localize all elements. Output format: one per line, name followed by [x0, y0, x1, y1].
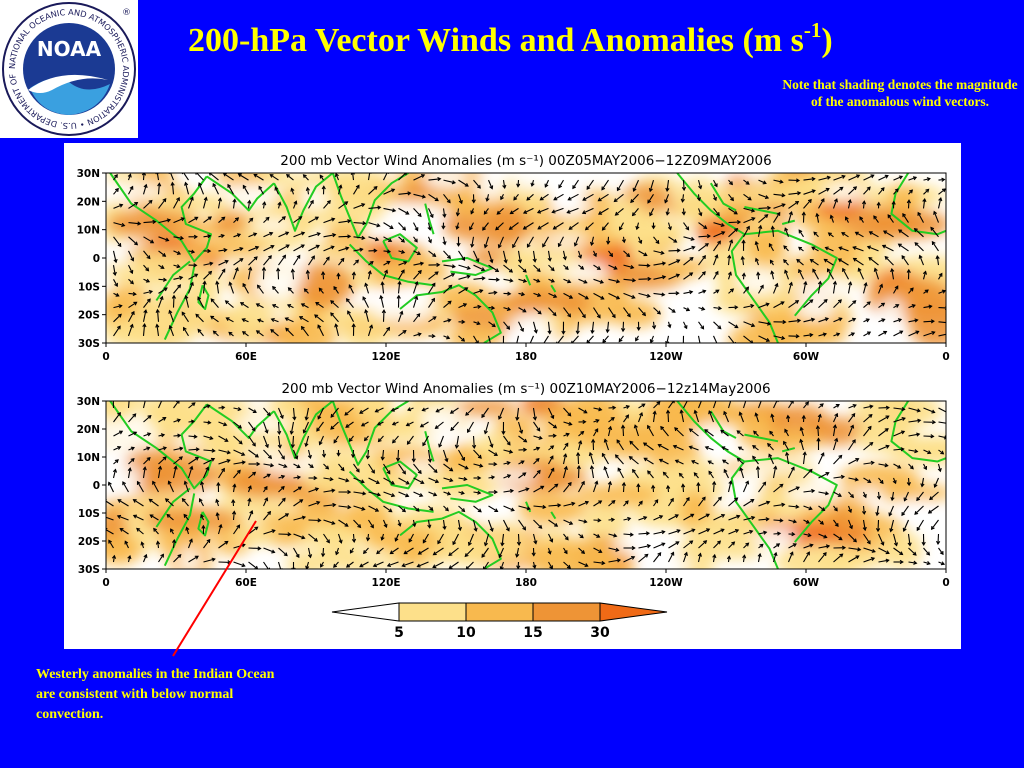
- colorbar-label: 15: [523, 625, 542, 641]
- colorbar: 5 10 15 30: [331, 602, 668, 641]
- lat-label: 10S: [78, 281, 100, 293]
- wind-anomaly-figure: 200 mb Vector Wind Anomalies (m s⁻¹) 00Z…: [64, 143, 961, 649]
- lon-label: 180: [515, 351, 537, 363]
- lon-label: 0: [942, 577, 949, 589]
- lat-label: 20N: [77, 424, 100, 436]
- lon-label: 120E: [371, 577, 400, 589]
- noaa-seal-icon: NOAA NATIONAL OCEANIC AND ATMOSPHERIC AD…: [0, 0, 136, 136]
- lon-label: 60E: [235, 351, 257, 363]
- colorbar-segment: [398, 602, 467, 622]
- panel-1-shading: [106, 173, 946, 343]
- lat-label: 10N: [77, 225, 100, 237]
- colorbar-label: 5: [394, 625, 404, 641]
- lat-label: 20S: [78, 310, 100, 322]
- logo-center-text: NOAA: [37, 37, 102, 61]
- lon-label: 180: [515, 577, 537, 589]
- lon-label: 60W: [793, 351, 820, 363]
- lon-label: 0: [102, 351, 109, 363]
- panel-2-title: 200 mb Vector Wind Anomalies (m s⁻¹) 00Z…: [281, 381, 770, 397]
- registered-mark: ®: [122, 8, 131, 18]
- lon-label: 60W: [793, 577, 820, 589]
- colorbar-segment: [532, 602, 601, 622]
- shading-note: Note that shading denotes the magnitude …: [782, 77, 1018, 109]
- lat-label: 20S: [78, 536, 100, 548]
- lon-label: 120W: [649, 351, 683, 363]
- noaa-logo: NOAA NATIONAL OCEANIC AND ATMOSPHERIC AD…: [0, 0, 138, 138]
- lat-label: 30N: [77, 396, 100, 408]
- annotation-text: Westerly anomalies in the Indian Ocean a…: [36, 667, 275, 722]
- panel-1-lon-labels: 0 60E 120E 180 120W 60W 0: [102, 343, 950, 363]
- lon-label: 120W: [649, 577, 683, 589]
- colorbar-label: 30: [590, 625, 610, 641]
- lat-label: 0: [93, 253, 100, 265]
- panel-2-lat-labels: 30N 20N 10N 0 10S 20S 30S: [77, 396, 106, 576]
- colorbar-segment: [465, 602, 534, 622]
- lon-label: 0: [102, 577, 109, 589]
- anomaly-maps: 200 mb Vector Wind Anomalies (m s⁻¹) 00Z…: [77, 153, 950, 641]
- lon-label: 0: [942, 351, 949, 363]
- page-title: 200-hPa Vector Winds and Anomalies (m s-…: [188, 18, 833, 59]
- lat-label: 30S: [78, 564, 100, 576]
- lat-label: 20N: [77, 196, 100, 208]
- colorbar-segment: [331, 602, 400, 622]
- lat-label: 30N: [77, 168, 100, 180]
- map-panel-2: 200 mb Vector Wind Anomalies (m s⁻¹) 00Z…: [77, 381, 950, 589]
- colorbar-segment: [599, 602, 668, 622]
- panel-2-shading: [106, 401, 946, 569]
- panel-2-lon-labels: 0 60E 120E 180 120W 60W 0: [102, 569, 950, 589]
- lon-label: 60E: [235, 577, 257, 589]
- colorbar-label: 10: [456, 625, 476, 641]
- lon-label: 120E: [371, 351, 400, 363]
- lat-label: 0: [93, 480, 100, 492]
- lat-label: 10S: [78, 508, 100, 520]
- panel-1-lat-labels: 30N 20N 10N 0 10S 20S 30S: [77, 168, 106, 350]
- map-panel-1: 200 mb Vector Wind Anomalies (m s⁻¹) 00Z…: [77, 153, 950, 363]
- lat-label: 30S: [78, 338, 100, 350]
- panel-1-title: 200 mb Vector Wind Anomalies (m s⁻¹) 00Z…: [280, 153, 771, 169]
- lat-label: 10N: [77, 452, 100, 464]
